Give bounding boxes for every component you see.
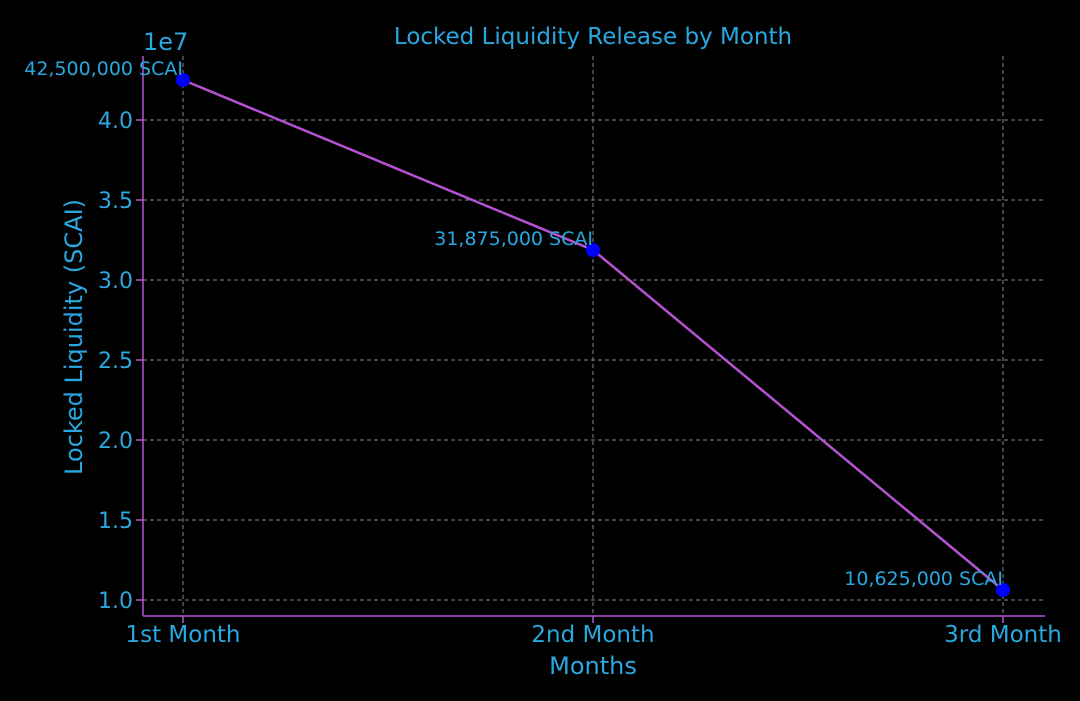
x-axis-title: Months — [549, 652, 637, 680]
data-point-label: 10,625,000 SCAI — [844, 568, 1003, 590]
x-tick-label: 3rd Month — [944, 622, 1062, 648]
label-layer: 1.0 1.5 2.0 2.5 3.0 3.5 4.0 1st Month 2nd Month 3… — [24, 58, 1062, 648]
data-point-label: 42,500,000 SCAI — [24, 58, 183, 80]
y-tick-label: 4.0 — [98, 109, 133, 134]
y-tick-label: 3.5 — [98, 189, 133, 214]
series-layer — [176, 73, 1010, 597]
grid-layer — [143, 56, 1045, 616]
data-point — [586, 243, 600, 257]
y-tick-label: 2.5 — [98, 349, 133, 374]
data-point-label: 31,875,000 SCAI — [434, 228, 593, 250]
y-tick-label: 1.0 — [98, 589, 133, 614]
y-tick-label: 1.5 — [98, 509, 133, 534]
y-axis-offset-label: 1e7 — [143, 28, 188, 56]
axis-layer — [136, 56, 1045, 623]
data-point — [996, 583, 1010, 597]
y-axis-title: Locked Liquidity (SCAI) — [60, 199, 88, 475]
x-tick-label: 2nd Month — [531, 622, 654, 648]
y-tick-label: 3.0 — [98, 269, 133, 294]
x-tick-label: 1st Month — [125, 622, 240, 648]
data-point — [176, 73, 190, 87]
chart-title: Locked Liquidity Release by Month — [394, 24, 792, 50]
y-tick-label: 2.0 — [98, 429, 133, 454]
